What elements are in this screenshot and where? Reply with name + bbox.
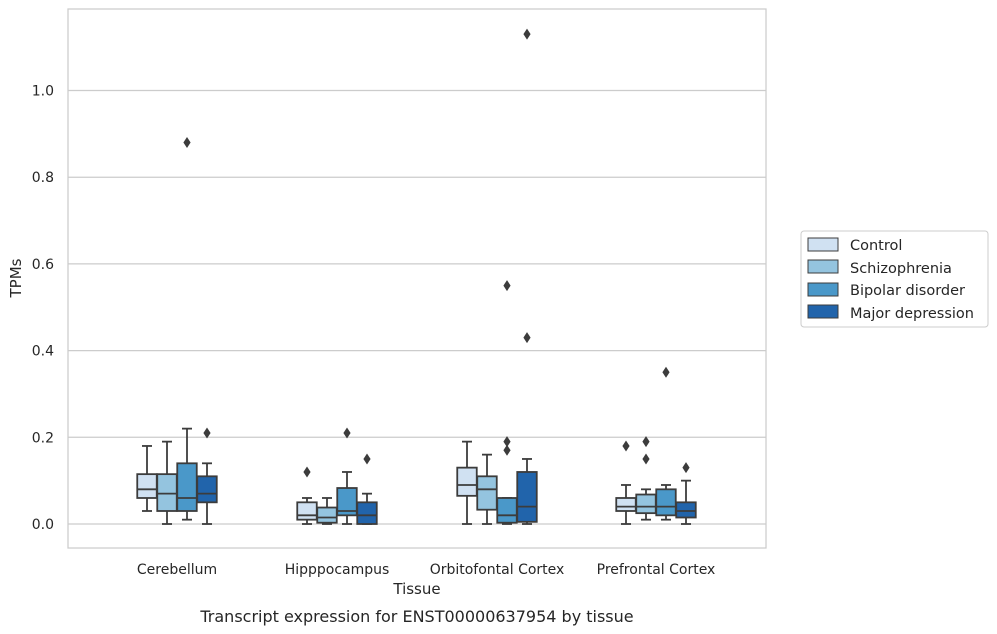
- outlier-point: [642, 436, 650, 448]
- box: [675, 501, 697, 519]
- chart-caption: Transcript expression for ENST0000063795…: [199, 607, 633, 626]
- box-series: [136, 28, 697, 525]
- outlier-point: [343, 427, 351, 439]
- box: [316, 506, 338, 524]
- box: [655, 488, 677, 517]
- outlier-point: [523, 332, 531, 344]
- box: [196, 475, 218, 504]
- outlier-point: [203, 427, 211, 439]
- legend-swatch-control: [807, 237, 839, 252]
- outlier-point: [622, 440, 630, 452]
- outlier-point: [682, 462, 690, 474]
- box: [356, 501, 378, 525]
- outlier-point: [642, 453, 650, 465]
- y-axis-label: TPMs: [7, 258, 25, 298]
- box: [516, 471, 538, 523]
- series-bipolar-disorder: [176, 137, 677, 525]
- box: [635, 493, 657, 515]
- series-schizophrenia: [156, 436, 657, 525]
- x-tick-label: Hipppocampus: [285, 562, 390, 578]
- box: [456, 466, 478, 497]
- box: [296, 501, 318, 521]
- outlier-point: [503, 436, 511, 448]
- y-tick-label: 1.0: [32, 84, 54, 100]
- legend-frame: [800, 230, 989, 328]
- box: [176, 462, 198, 512]
- legend-label-major-depression: Major depression: [850, 306, 974, 322]
- outlier-point: [503, 280, 511, 292]
- x-tick-label: Orbitofontal Cortex: [430, 562, 565, 578]
- legend-label-control: Control: [850, 238, 902, 254]
- y-tick-label: 0.4: [32, 344, 54, 360]
- outlier-point: [363, 453, 371, 465]
- legend-label-schizophrenia: Schizophrenia: [850, 261, 952, 277]
- plot-area-frame: [67, 8, 767, 549]
- y-tick-label: 0.8: [32, 170, 54, 186]
- x-tick-label: Prefrontal Cortex: [597, 562, 716, 578]
- y-tick-label: 0.2: [32, 430, 54, 446]
- gridlines: [68, 89, 766, 525]
- outlier-point: [662, 366, 670, 378]
- series-major-depression: [196, 28, 697, 525]
- legend-swatch-bipolar-disorder: [807, 282, 839, 297]
- x-tick-label: Cerebellum: [137, 562, 217, 578]
- legend: Control Schizophrenia Bipolar disorder M…: [800, 230, 989, 328]
- box: [476, 475, 498, 511]
- outlier-point: [503, 444, 511, 456]
- legend-swatch-schizophrenia: [807, 259, 839, 274]
- x-axis-ticks: Cerebellum Hipppocampus Orbitofontal Corte…: [137, 562, 715, 578]
- outlier-point: [523, 28, 531, 40]
- y-axis-ticks: 0.0 0.2 0.4 0.6 0.8 1.0: [32, 84, 54, 534]
- legend-label-bipolar-disorder: Bipolar disorder: [850, 283, 965, 299]
- box: [615, 497, 637, 512]
- legend-swatch-major-depression: [807, 304, 839, 319]
- outlier-point: [183, 137, 191, 149]
- box: [156, 473, 178, 512]
- y-tick-label: 0.0: [32, 517, 54, 533]
- outlier-point: [303, 466, 311, 478]
- box: [136, 473, 158, 499]
- box: [496, 497, 518, 524]
- x-axis-label: Tissue: [392, 580, 440, 598]
- y-tick-label: 0.6: [32, 257, 54, 273]
